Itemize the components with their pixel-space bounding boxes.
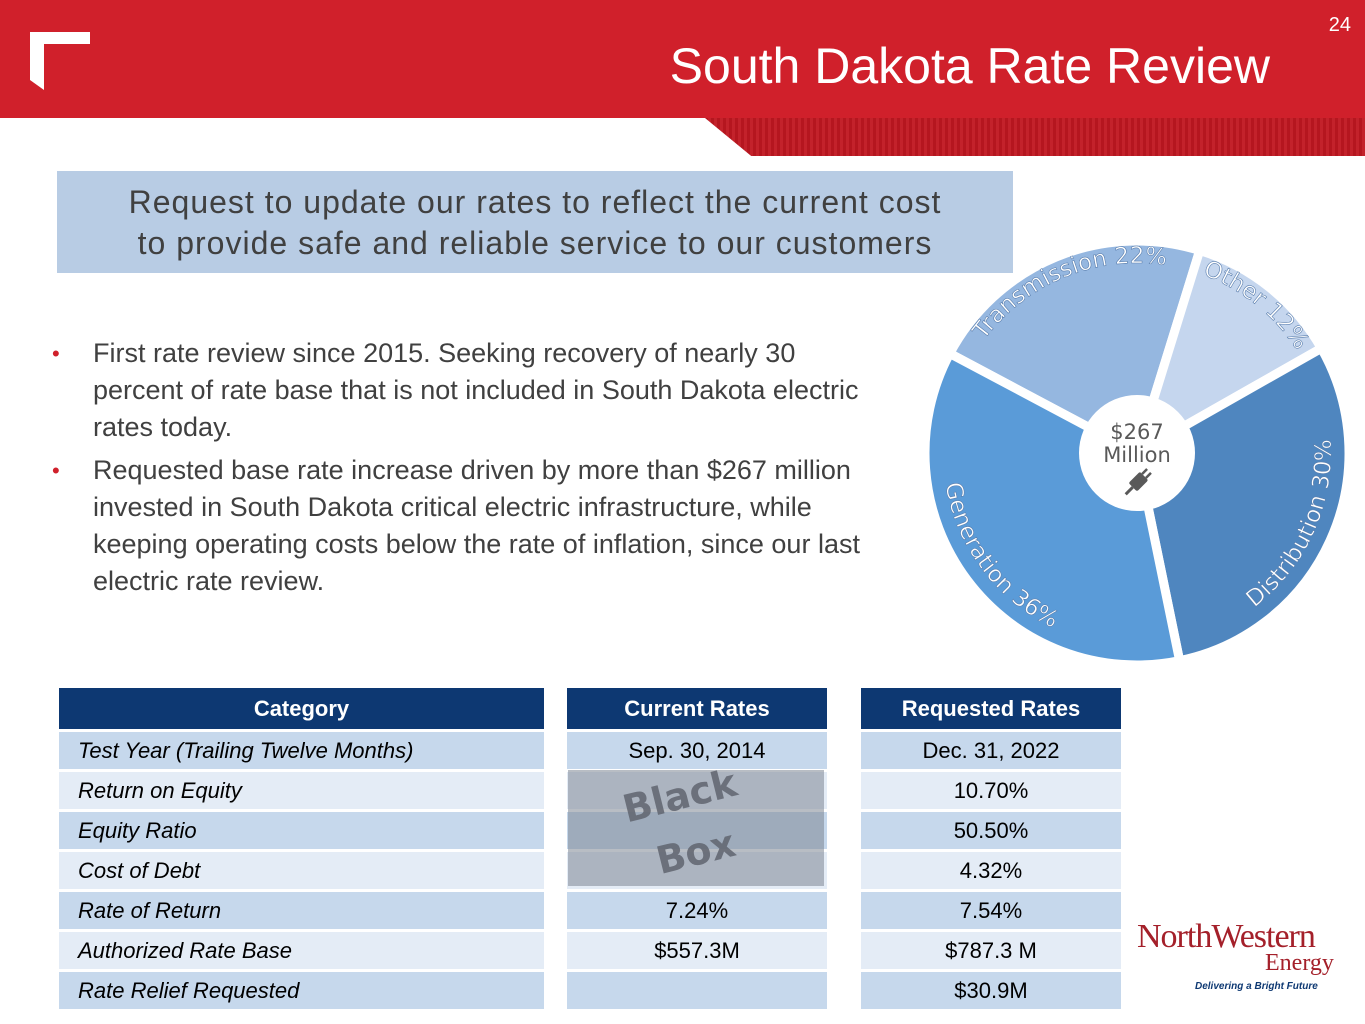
pie-slice-distribution — [1131, 342, 1354, 666]
table-row: 4.32% — [861, 852, 1121, 889]
current-rates-header: Current Rates — [567, 688, 827, 729]
requested-cell: 7.54% — [861, 892, 1121, 929]
pie-center-circle — [1079, 395, 1195, 511]
current-cell: $557.3M — [567, 932, 827, 969]
requested-cell: $30.9M — [861, 972, 1121, 1009]
header-bar: 24 South Dakota Rate Review — [0, 0, 1365, 118]
black-box-overlay: Black Box — [568, 761, 824, 886]
corner-logo-icon — [30, 32, 90, 90]
category-cell: Return on Equity — [59, 772, 544, 809]
summary-callout: Request to update our rates to reflect t… — [57, 171, 1013, 273]
current-cell: 7.24% — [567, 892, 827, 929]
requested-cell: 10.70% — [861, 772, 1121, 809]
table-row: Equity Ratio — [59, 812, 544, 849]
table-row: $787.3 M — [861, 932, 1121, 969]
current-cell: Sep. 30, 2014 — [567, 732, 827, 769]
bullet-item: • First rate review since 2015. Seeking r… — [48, 335, 878, 446]
table-row: Return on Equity — [59, 772, 544, 809]
pie-slice-other — [1129, 244, 1328, 463]
logo-energy: Energy — [1265, 950, 1334, 976]
table-row: Test Year (Trailing Twelve Months) — [59, 732, 544, 769]
category-cell: Rate Relief Requested — [59, 972, 544, 1009]
table-row: Authorized Rate Base — [59, 932, 544, 969]
investment-pie-chart: Transmission 22% Other 12% Distribution 30… — [905, 236, 1365, 688]
requested-cell: Dec. 31, 2022 — [861, 732, 1121, 769]
table-row: 50.50% — [861, 812, 1121, 849]
bullet-text: First rate review since 2015. Seeking re… — [93, 338, 859, 442]
category-cell: Test Year (Trailing Twelve Months) — [59, 732, 544, 769]
table-row: Cost of Debt — [59, 852, 544, 889]
category-cell: Cost of Debt — [59, 852, 544, 889]
black-box-word-2: Box — [651, 821, 740, 883]
logo-name: NorthWestern — [1137, 918, 1316, 955]
callout-line-2: to provide safe and reliable service to … — [137, 225, 933, 261]
category-cell: Rate of Return — [59, 892, 544, 929]
category-table: Category Test Year (Trailing Twelve Mont… — [59, 685, 544, 1012]
table-row: Rate of Return — [59, 892, 544, 929]
bullet-list: • First rate review since 2015. Seeking r… — [48, 335, 878, 606]
decorative-band — [705, 118, 1365, 156]
table-row: 10.70% — [861, 772, 1121, 809]
table-row: 7.54% — [861, 892, 1121, 929]
current-cell — [567, 972, 827, 1009]
plug-icon — [1124, 468, 1152, 496]
requested-rates-table: Requested Rates Dec. 31, 2022 10.70% 50.50… — [861, 685, 1121, 1012]
table-row: $30.9M — [861, 972, 1121, 1009]
table-row: Sep. 30, 2014 — [567, 732, 827, 769]
callout-line-1: Request to update our rates to reflect t… — [128, 184, 942, 220]
requested-rates-header: Requested Rates — [861, 688, 1121, 729]
requested-cell: 50.50% — [861, 812, 1121, 849]
table-row: 7.24% — [567, 892, 827, 929]
pie-svg: Transmission 22% Other 12%Distribution 30… — [920, 236, 1354, 670]
category-header: Category — [59, 688, 544, 729]
black-box-word-1: Black — [618, 760, 742, 832]
category-cell: Authorized Rate Base — [59, 932, 544, 969]
logo-tagline: Delivering a Bright Future — [1195, 981, 1318, 992]
table-row: Dec. 31, 2022 — [861, 732, 1121, 769]
pie-center-label: Million — [1103, 443, 1171, 467]
page-number: 24 — [1328, 14, 1351, 36]
pie-slice-generation — [920, 347, 1185, 670]
requested-cell: 4.32% — [861, 852, 1121, 889]
table-row: $557.3M — [567, 932, 827, 969]
pie-center-label: $267 — [1110, 420, 1163, 444]
table-row — [567, 972, 827, 1009]
requested-cell: $787.3 M — [861, 932, 1121, 969]
bullet-text: Requested base rate increase driven by m… — [93, 455, 860, 596]
category-cell: Equity Ratio — [59, 812, 544, 849]
northwestern-energy-logo: NorthWestern Energy Delivering a Bright … — [1137, 918, 1337, 998]
bullet-dot-icon: • — [52, 458, 60, 483]
table-row: Rate Relief Requested — [59, 972, 544, 1009]
bullet-dot-icon: • — [52, 341, 60, 366]
page-title: South Dakota Rate Review — [669, 38, 1270, 94]
bullet-item: • Requested base rate increase driven by … — [48, 452, 878, 600]
